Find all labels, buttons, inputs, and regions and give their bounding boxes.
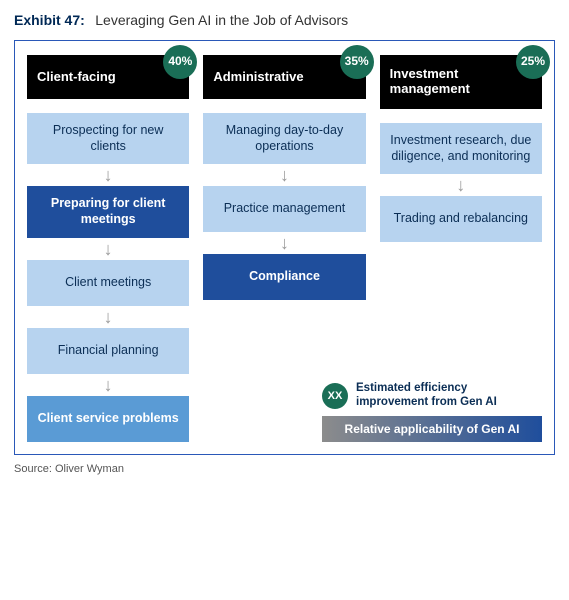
node: Investment research, due diligence, and …	[380, 123, 542, 174]
legend-row-badge: XX Estimated efficiency improvement from…	[322, 382, 542, 410]
exhibit-title-row: Exhibit 47: Leveraging Gen AI in the Job…	[14, 12, 555, 30]
legend-gradient-bar: Relative applicability of Gen AI	[322, 416, 542, 442]
arrow-down-icon: ↓	[104, 308, 113, 326]
source-line: Source: Oliver Wyman	[14, 463, 555, 475]
node: Trading and rebalancing	[380, 196, 542, 242]
column-administrative: Administrative 35% Managing day-to-day o…	[203, 55, 365, 300]
legend: XX Estimated efficiency improvement from…	[322, 382, 542, 442]
column-investment-management: Investment management 25% Investment res…	[380, 55, 542, 242]
arrow-down-icon: ↓	[104, 166, 113, 184]
exhibit-number: Exhibit 47:	[14, 12, 85, 28]
arrow-down-icon: ↓	[104, 376, 113, 394]
percent-badge: 25%	[516, 45, 550, 79]
node: Client meetings	[27, 260, 189, 306]
column-header-label: Investment management	[390, 67, 532, 97]
arrow-down-icon: ↓	[280, 234, 289, 252]
column-header: Investment management 25%	[380, 55, 542, 109]
node: Practice management	[203, 186, 365, 232]
legend-line1: Estimated efficiency improvement from Ge…	[356, 382, 542, 410]
arrow-down-icon: ↓	[456, 176, 465, 194]
column-client-facing: Client-facing 40% Prospecting for new cl…	[27, 55, 189, 442]
arrow-down-icon: ↓	[280, 166, 289, 184]
node: Compliance	[203, 254, 365, 300]
column-header: Administrative 35%	[203, 55, 365, 99]
percent-badge: 40%	[163, 45, 197, 79]
node: Managing day-to-day operations	[203, 113, 365, 164]
exhibit-title: Leveraging Gen AI in the Job of Advisors	[95, 12, 348, 28]
column-header: Client-facing 40%	[27, 55, 189, 99]
node: Financial planning	[27, 328, 189, 374]
column-header-label: Administrative	[213, 70, 303, 85]
node: Client service problems	[27, 396, 189, 442]
column-header-label: Client-facing	[37, 70, 116, 85]
node: Prospecting for new clients	[27, 113, 189, 164]
legend-badge-icon: XX	[322, 383, 348, 409]
chart-frame: Client-facing 40% Prospecting for new cl…	[14, 40, 555, 455]
percent-badge: 35%	[340, 45, 374, 79]
node: Preparing for client meetings	[27, 186, 189, 237]
arrow-down-icon: ↓	[104, 240, 113, 258]
